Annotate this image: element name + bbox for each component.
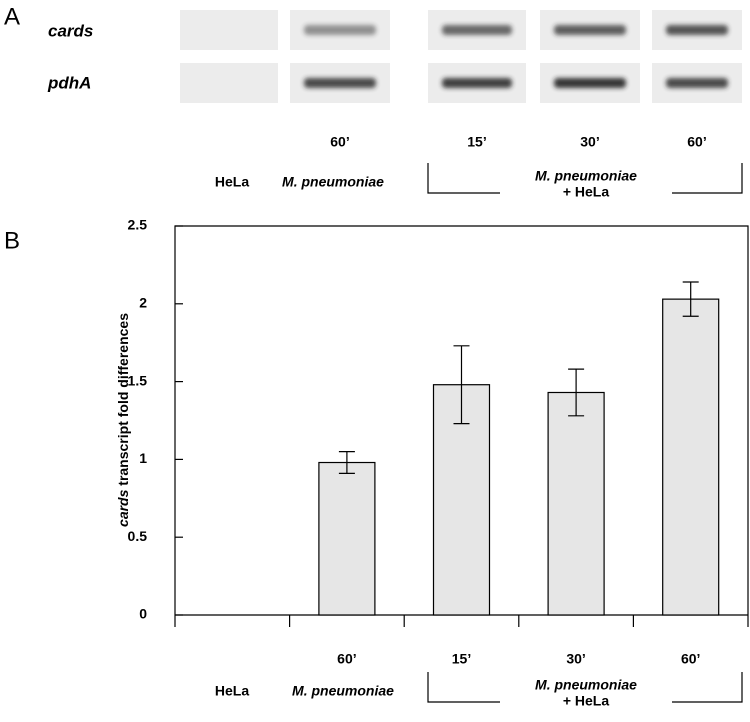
error-bar [568, 368, 585, 417]
y-tick-label: 1 [139, 450, 147, 466]
panel-label: A [4, 3, 20, 30]
error-bar [453, 345, 470, 425]
group-bracket [427, 672, 743, 703]
group-bracket [427, 163, 743, 194]
group-label: M. pneumoniae [292, 683, 394, 699]
bar [662, 298, 720, 616]
lane-label: 60’ [330, 134, 349, 150]
gel-band [554, 25, 626, 35]
x-tick-label: 60’ [681, 651, 700, 667]
x-tick-label: 15’ [452, 651, 471, 667]
plot-frame [174, 225, 749, 615]
y-tick-label: 1.5 [128, 372, 148, 388]
group-label: HeLa [215, 683, 249, 699]
y-tick-label: 0.5 [128, 528, 148, 544]
group-label: + HeLa [563, 184, 610, 200]
x-tick-label: 60’ [337, 651, 356, 667]
y-axis-label: cards transcript fold differences [115, 313, 131, 527]
group-label: HeLa [215, 174, 249, 190]
x-tick-label: 30’ [566, 651, 585, 667]
gel-band [554, 78, 626, 88]
gel-band [442, 78, 512, 88]
bar [547, 391, 605, 616]
error-bar [682, 281, 699, 317]
group-label: M. pneumoniae [535, 168, 637, 184]
panel-label: B [4, 227, 20, 254]
gel-lane [180, 10, 278, 50]
group-label: M. pneumoniae [535, 677, 637, 693]
y-axis-label-text: transcript fold differences [115, 313, 131, 486]
lane-label: 60’ [687, 134, 706, 150]
group-label: M. pneumoniae [282, 174, 384, 190]
error-bar [338, 451, 355, 475]
gene-label: cards [48, 21, 93, 40]
gene-label: pdhA [47, 73, 91, 92]
lane-label: 30’ [580, 134, 599, 150]
y-tick-label: 2 [139, 295, 147, 311]
y-tick-label: 0 [139, 606, 147, 622]
gel-band [666, 78, 728, 88]
gel-band [304, 78, 376, 88]
y-tick-label: 2.5 [128, 217, 148, 233]
gel-lane [180, 63, 278, 103]
group-label: + HeLa [563, 693, 610, 709]
gel-band [304, 25, 376, 35]
y-axis-label-italic: cards [115, 489, 131, 527]
gel-band [442, 25, 512, 35]
bar [318, 461, 376, 616]
lane-label: 15’ [467, 134, 486, 150]
gel-band [666, 25, 728, 35]
